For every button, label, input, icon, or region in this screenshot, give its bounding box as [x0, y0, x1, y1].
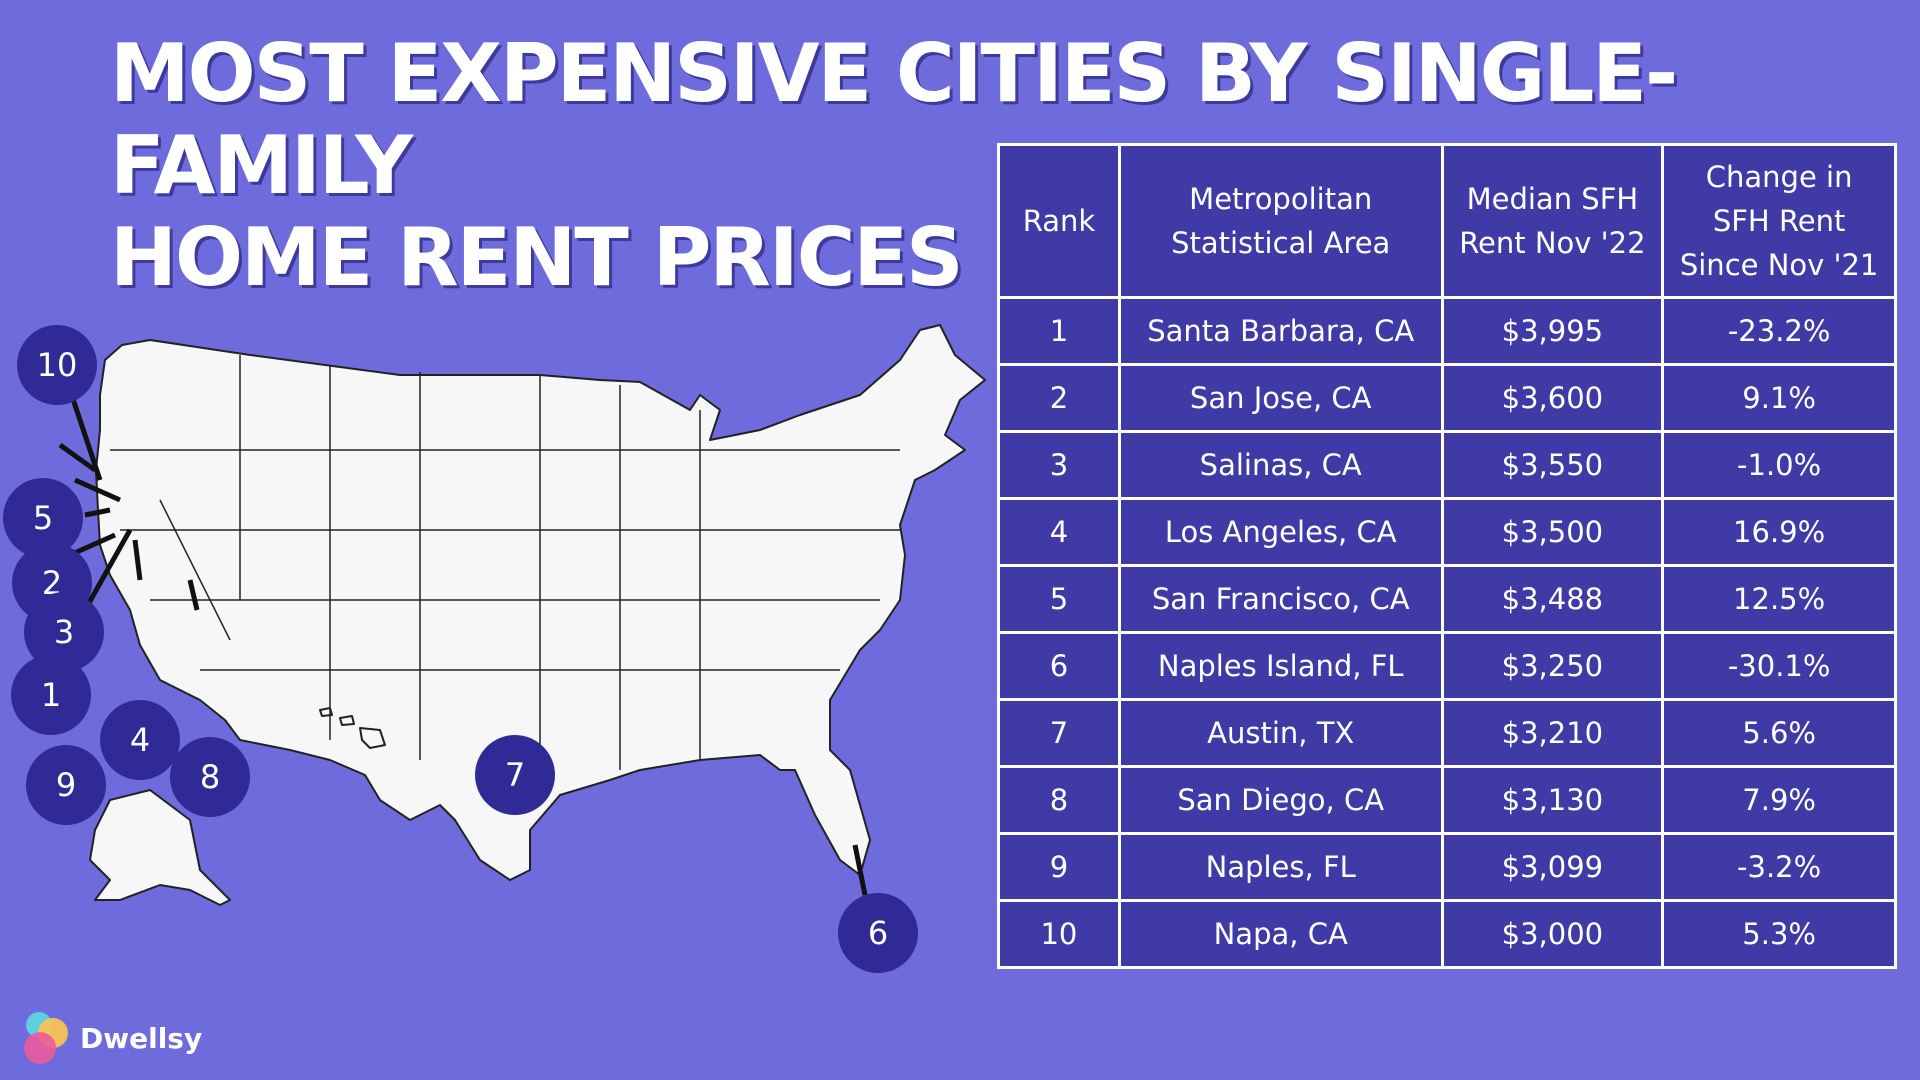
- cell-rank: 7: [997, 698, 1121, 768]
- cell-rank: 3: [997, 430, 1121, 500]
- marker-1: 1: [11, 655, 91, 735]
- marker-9: 9: [26, 745, 106, 825]
- state-lines: [110, 355, 900, 790]
- cell-change: -23.2%: [1661, 296, 1897, 366]
- table-header-row: Rank Metropolitan Statistical Area Media…: [997, 143, 1897, 299]
- cell-change: 5.6%: [1661, 698, 1897, 768]
- marker-8: 8: [170, 737, 250, 817]
- cell-rank: 10: [997, 899, 1121, 969]
- cell-change: -1.0%: [1661, 430, 1897, 500]
- cell-change: 12.5%: [1661, 564, 1897, 634]
- alaska-shape: [89, 789, 231, 906]
- hawaii-shape: [319, 707, 386, 749]
- cell-change: -30.1%: [1661, 631, 1897, 701]
- table-row: 6 Naples Island, FL $3,250 -30.1%: [997, 631, 1897, 701]
- cell-msa: Salinas, CA: [1117, 430, 1444, 500]
- header-rent-label: Median SFH Rent Nov '22: [1459, 182, 1646, 260]
- us-map: [58, 324, 986, 906]
- header-change-label: Change in SFH Rent Since Nov '21: [1679, 160, 1879, 282]
- cell-rank: 1: [997, 296, 1121, 366]
- cell-rent: $3,600: [1440, 363, 1665, 433]
- cell-rent: $3,210: [1440, 698, 1665, 768]
- dwellsy-logo: Dwellsy: [22, 1012, 202, 1064]
- table-body: 1 Santa Barbara, CA $3,995 -23.2% 2 San Jose…: [997, 296, 1897, 969]
- table-header: Rank Metropolitan Statistical Area Media…: [997, 143, 1897, 299]
- header-msa-label: Metropolitan Statistical Area: [1171, 182, 1391, 260]
- table-row: 9 Naples, FL $3,099 -3.2%: [997, 832, 1897, 902]
- table-row: 3 Salinas, CA $3,550 -1.0%: [997, 430, 1897, 500]
- header-change: Change in SFH Rent Since Nov '21: [1661, 143, 1897, 299]
- table-row: 5 San Francisco, CA $3,488 12.5%: [997, 564, 1897, 634]
- cell-rent: $3,250: [1440, 631, 1665, 701]
- cell-msa: Los Angeles, CA: [1117, 497, 1444, 567]
- cell-msa: Napa, CA: [1117, 899, 1444, 969]
- cell-rank: 8: [997, 765, 1121, 835]
- header-msa: Metropolitan Statistical Area: [1117, 143, 1444, 299]
- cell-rent: $3,488: [1440, 564, 1665, 634]
- dwellsy-logo-icon: [22, 1012, 70, 1064]
- cell-rent: $3,550: [1440, 430, 1665, 500]
- cell-rent: $3,500: [1440, 497, 1665, 567]
- cell-rank: 6: [997, 631, 1121, 701]
- marker-4: 4: [100, 700, 180, 780]
- cell-change: 7.9%: [1661, 765, 1897, 835]
- cell-msa: Santa Barbara, CA: [1117, 296, 1444, 366]
- cell-msa: Naples, FL: [1117, 832, 1444, 902]
- marker-6: 6: [838, 893, 918, 973]
- title-line-1: MOST EXPENSIVE CITIES BY SINGLE-FAMILY: [110, 27, 1678, 212]
- cell-rank: 5: [997, 564, 1121, 634]
- brand-name: Dwellsy: [80, 1021, 203, 1055]
- table-row: 10 Napa, CA $3,000 5.3%: [997, 899, 1897, 969]
- table-row: 2 San Jose, CA $3,600 9.1%: [997, 363, 1897, 433]
- cell-change: 5.3%: [1661, 899, 1897, 969]
- cell-msa: Austin, TX: [1117, 698, 1444, 768]
- cell-change: 9.1%: [1661, 363, 1897, 433]
- cell-rank: 4: [997, 497, 1121, 567]
- cell-rent: $3,130: [1440, 765, 1665, 835]
- table-row: 8 San Diego, CA $3,130 7.9%: [997, 765, 1897, 835]
- cell-rank: 2: [997, 363, 1121, 433]
- cell-rent: $3,000: [1440, 899, 1665, 969]
- cell-msa: San Jose, CA: [1117, 363, 1444, 433]
- cell-rent: $3,099: [1440, 832, 1665, 902]
- cell-rank: 9: [997, 832, 1121, 902]
- marker-10: 10: [17, 325, 97, 405]
- table-row: 4 Los Angeles, CA $3,500 16.9%: [997, 497, 1897, 567]
- marker-7: 7: [475, 735, 555, 815]
- header-rank-label: Rank: [1022, 204, 1096, 238]
- cell-change: 16.9%: [1661, 497, 1897, 567]
- rent-table: Rank Metropolitan Statistical Area Media…: [997, 143, 1897, 969]
- page-title: MOST EXPENSIVE CITIES BY SINGLE-FAMILY H…: [110, 28, 1810, 304]
- cell-msa: Naples Island, FL: [1117, 631, 1444, 701]
- title-line-2: HOME RENT PRICES: [110, 211, 964, 304]
- table-row: 7 Austin, TX $3,210 5.6%: [997, 698, 1897, 768]
- cell-change: -3.2%: [1661, 832, 1897, 902]
- header-rank: Rank: [997, 143, 1121, 299]
- cell-rent: $3,995: [1440, 296, 1665, 366]
- header-rent: Median SFH Rent Nov '22: [1440, 143, 1665, 299]
- table-row: 1 Santa Barbara, CA $3,995 -23.2%: [997, 296, 1897, 366]
- cell-msa: San Francisco, CA: [1117, 564, 1444, 634]
- cell-msa: San Diego, CA: [1117, 765, 1444, 835]
